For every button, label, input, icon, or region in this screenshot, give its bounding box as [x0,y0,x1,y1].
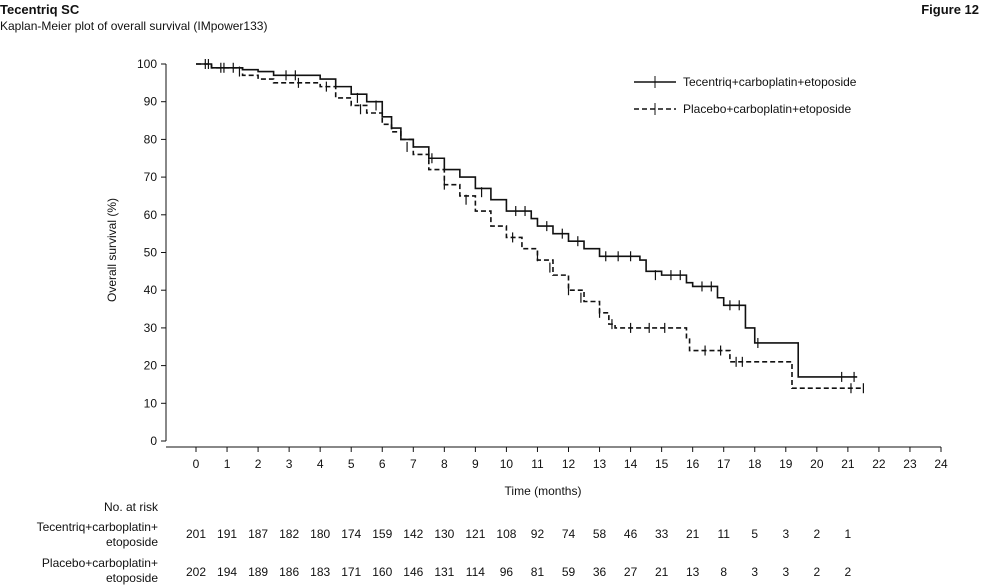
y-tick-label: 80 [144,132,158,146]
x-tick-label: 15 [655,457,669,471]
risk-count: 159 [372,527,392,541]
risk-count: 142 [403,527,423,541]
x-tick-label: 24 [934,457,948,471]
risk-count: 58 [593,527,607,541]
x-tick-label: 8 [441,457,448,471]
risk-count: 46 [624,527,638,541]
legend-label: Tecentriq+carboplatin+etoposide [683,75,857,89]
risk-count: 202 [186,565,206,579]
risk-table-title: No. at risk [103,500,158,514]
legend-label: Placebo+carboplatin+etoposide [683,102,851,116]
x-axis-label: Time (months) [504,484,582,498]
risk-count: 182 [279,527,299,541]
x-tick-label: 23 [903,457,917,471]
chart-subtitle: Kaplan-Meier plot of overall survival (I… [0,19,268,33]
x-tick-label: 18 [748,457,762,471]
product-title: Tecentriq SC [0,2,80,17]
risk-count: 187 [248,527,268,541]
risk-count: 189 [248,565,268,579]
x-tick-label: 3 [286,457,293,471]
risk-count: 2 [813,565,820,579]
risk-count: 11 [717,527,730,541]
risk-count: 36 [593,565,607,579]
risk-count: 33 [655,527,669,541]
y-tick-label: 40 [144,283,158,297]
x-tick-label: 0 [193,457,200,471]
risk-count: 21 [686,527,700,541]
risk-count: 174 [341,527,361,541]
x-tick-label: 20 [810,457,824,471]
x-tick-label: 5 [348,457,355,471]
x-tick-label: 22 [872,457,886,471]
survival-curve-tecentriq [196,63,858,378]
risk-count: 2 [845,565,852,579]
risk-count: 5 [751,527,758,541]
y-tick-label: 0 [150,434,157,448]
risk-count: 3 [782,565,789,579]
x-tick-label: 7 [410,457,417,471]
x-tick-label: 19 [779,457,793,471]
x-tick-label: 9 [472,457,479,471]
y-tick-label: 30 [144,321,158,335]
risk-count: 194 [217,565,237,579]
risk-count: 160 [372,565,392,579]
risk-count: 1 [845,527,852,541]
risk-count: 191 [217,527,237,541]
risk-count: 3 [751,565,758,579]
risk-count: 131 [434,565,454,579]
risk-count: 8 [720,565,727,579]
x-tick-label: 14 [624,457,638,471]
x-tick-label: 13 [593,457,607,471]
y-tick-label: 70 [144,170,158,184]
risk-count: 13 [686,565,700,579]
y-tick-label: 10 [144,396,158,410]
x-tick-label: 11 [531,457,544,471]
x-tick-label: 21 [841,457,855,471]
y-tick-label: 20 [144,359,158,373]
risk-label-tecentriq: Tecentriq+carboplatin+ etoposide [36,520,158,549]
risk-count: 108 [496,527,516,541]
y-tick-label: 90 [144,95,158,109]
risk-count: 171 [341,565,361,579]
risk-count: 114 [466,565,485,579]
risk-count: 92 [531,527,545,541]
y-tick-label: 50 [144,246,158,260]
x-tick-label: 10 [500,457,514,471]
figure-label: Figure 12 [921,2,979,17]
risk-count: 186 [279,565,299,579]
risk-count: 183 [310,565,330,579]
x-tick-label: 16 [686,457,700,471]
x-tick-label: 4 [317,457,324,471]
x-tick-label: 2 [255,457,262,471]
risk-count: 146 [403,565,423,579]
risk-count: 180 [310,527,330,541]
x-tick-label: 6 [379,457,386,471]
risk-count: 96 [500,565,514,579]
risk-count: 2 [813,527,820,541]
x-tick-label: 12 [562,457,576,471]
risk-count: 201 [186,527,206,541]
y-tick-label: 60 [144,208,158,222]
x-tick-label: 1 [224,457,231,471]
risk-count: 3 [782,527,789,541]
risk-count: 81 [531,565,545,579]
x-tick-label: 17 [717,457,731,471]
risk-count: 74 [562,527,576,541]
risk-count: 21 [655,565,669,579]
risk-count: 27 [624,565,638,579]
y-tick-label: 100 [137,57,157,71]
survival-curve-placebo [196,63,864,390]
risk-count: 121 [465,527,485,541]
risk-count: 130 [434,527,454,541]
risk-count: 59 [562,565,576,579]
risk-label-placebo: Placebo+carboplatin+ etoposide [41,556,158,585]
